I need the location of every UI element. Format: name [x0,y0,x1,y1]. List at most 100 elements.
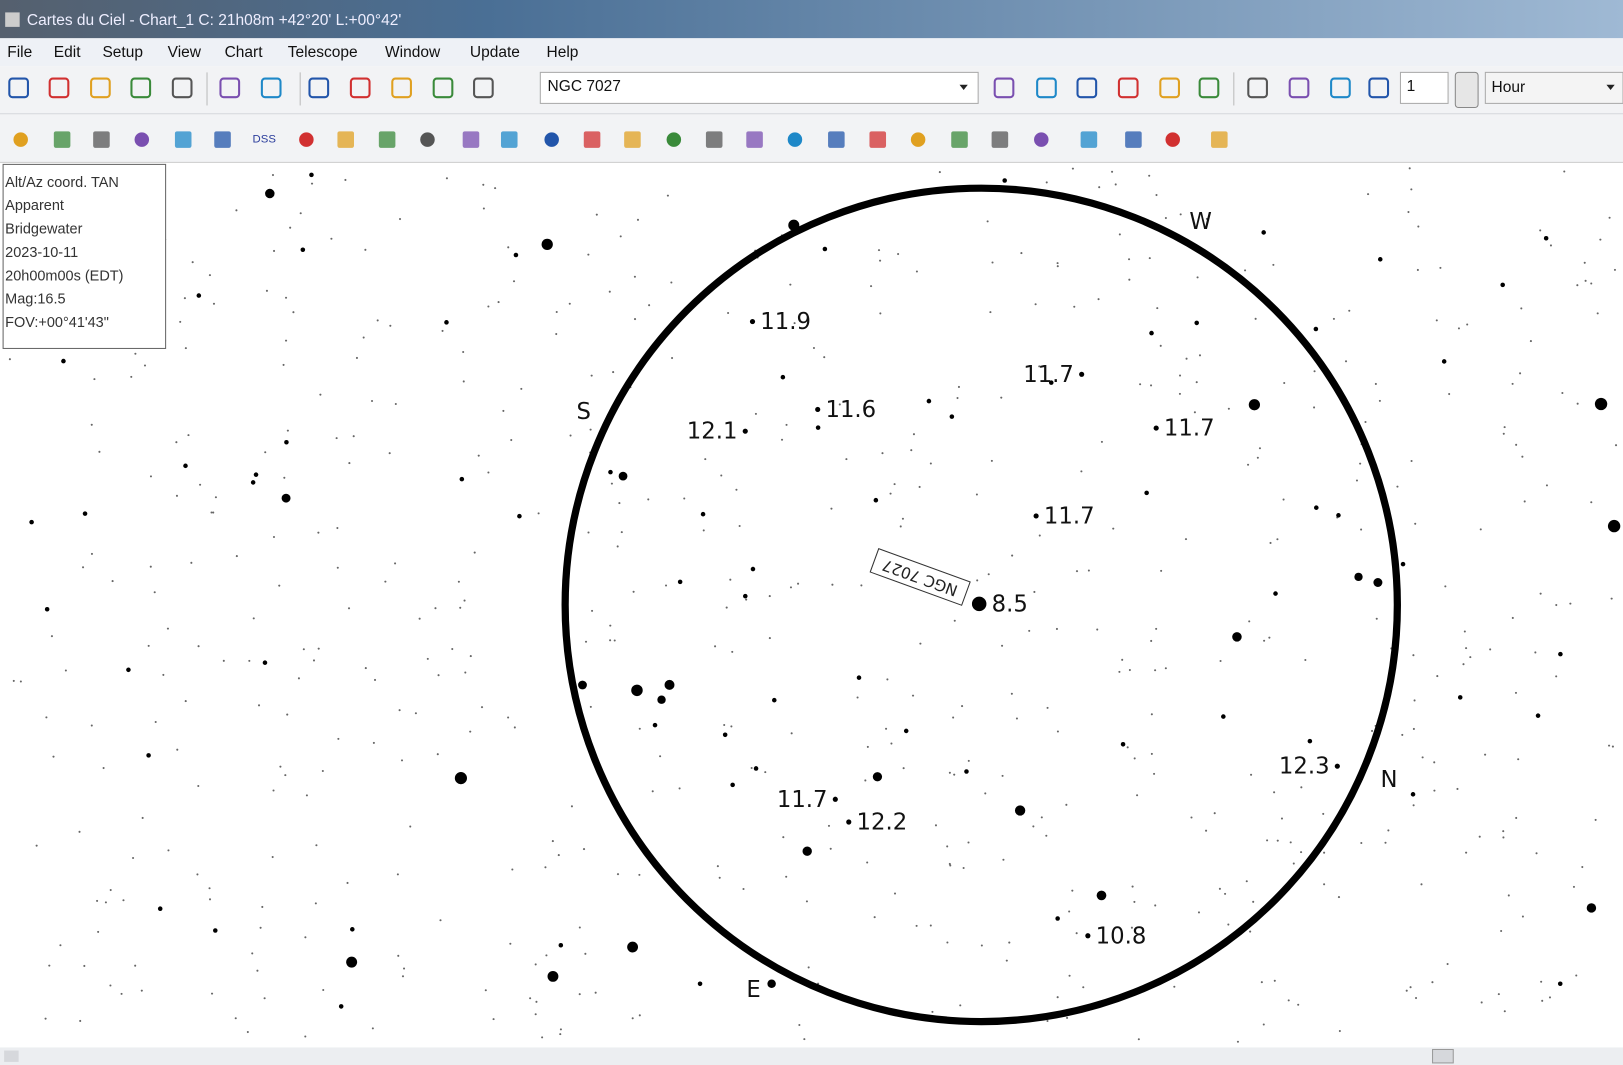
toolbar-button[interactable] [1159,77,1180,99]
star [1033,513,1039,519]
background-star [197,784,200,788]
background-star [1484,753,1487,756]
background-star [683,497,686,500]
toolbar-button[interactable] [500,131,518,148]
scroll-thumb[interactable] [1432,1048,1454,1064]
background-star [166,627,169,630]
background-star [510,439,513,442]
background-star [1408,167,1411,170]
toolbar-button[interactable] [473,77,494,99]
scroll-left[interactable] [4,1050,19,1062]
scrollbar[interactable] [0,1047,1623,1065]
toolbar-button[interactable] [951,131,968,148]
menu-item[interactable]: Chart [225,44,264,61]
toolbar-button[interactable] [1125,131,1142,148]
toolbar-button[interactable] [991,131,1009,148]
toolbar-button[interactable] [1198,77,1220,99]
unit-box[interactable] [1484,71,1623,104]
toolbar-button[interactable] [134,132,150,147]
toolbar-button[interactable] [993,77,1015,99]
menu-item[interactable]: File [7,44,32,61]
toolbar-button[interactable] [420,132,435,147]
menu-item[interactable]: Telescope [288,44,358,61]
toolbar-button[interactable] [337,131,354,148]
toolbar-button[interactable] [705,131,723,148]
toolbar-button[interactable] [8,77,29,99]
dropdown-arrow[interactable] [959,84,968,90]
background-star [1384,841,1387,844]
menu-item[interactable]: Window [385,44,441,61]
toolbar-button[interactable] [583,131,601,148]
toolbar-button[interactable] [260,77,282,99]
toolbar-button[interactable] [1330,77,1351,99]
dropdown-arrow[interactable] [1606,84,1615,90]
search-box[interactable] [539,71,979,104]
toolbar-button[interactable] [1288,77,1310,99]
search-text[interactable]: NGC 7027 [548,78,621,95]
toolbar-button[interactable] [53,131,71,148]
toolbar-button[interactable] [432,77,454,99]
background-star [299,212,302,215]
background-star [879,312,882,315]
toolbar-button[interactable] [746,131,763,148]
background-star [147,644,150,647]
toolbar-button[interactable] [171,77,193,99]
toolbar-button[interactable] [13,132,28,147]
toolbar-button[interactable] [1076,77,1098,99]
toolbar-button[interactable] [299,132,314,147]
toolbar-button[interactable] [378,131,396,148]
menu-item[interactable]: Update [470,44,520,61]
toolbar-button[interactable] [1036,77,1057,99]
toolbar-button[interactable] [1211,131,1228,148]
toolbar-button[interactable] [90,77,111,99]
background-star [785,875,788,878]
background-star [671,357,674,360]
background-star [1545,484,1548,487]
step-text[interactable]: 1 [1407,78,1416,95]
background-star [263,997,266,1000]
menu-item[interactable]: Help [547,44,579,61]
toolbar-button[interactable] [869,131,887,148]
toolbar-button[interactable] [174,131,192,148]
menu-item[interactable]: View [168,44,202,61]
toolbar-button[interactable] [93,131,110,148]
background-star [1469,656,1472,659]
background-star [1164,216,1167,220]
background-star [1396,485,1399,488]
background-star [513,252,519,258]
toolbar-button[interactable] [1368,77,1390,99]
toolbar-button[interactable] [1117,77,1139,99]
toolbar-button[interactable] [219,77,241,99]
background-star [1218,887,1221,890]
menu-item[interactable]: Edit [54,44,81,61]
toolbar-button[interactable] [308,77,330,99]
toolbar-button[interactable] [391,77,412,99]
toolbar-button[interactable] [130,77,152,99]
toolbar-button[interactable] [48,77,70,99]
background-star [729,578,732,581]
toolbar-button[interactable] [1247,77,1268,99]
toolbar-button[interactable] [544,132,559,147]
toolbar-button[interactable] [666,132,682,147]
toolbar-button[interactable] [624,131,641,148]
toolbar-button[interactable] [910,132,926,147]
step-box[interactable] [1399,71,1449,104]
background-star [1479,528,1482,531]
background-star [437,674,440,677]
toolbar-button[interactable] [349,77,371,99]
toolbar-button[interactable] [1165,132,1180,147]
spin-button[interactable] [1454,71,1479,109]
toolbar-button[interactable] [1080,131,1098,148]
background-star [789,283,792,286]
menu-item[interactable]: Setup [102,44,143,61]
toolbar-button[interactable] [787,132,803,147]
unit-text[interactable]: Hour [1492,79,1526,96]
toolbar-button[interactable] [1034,132,1049,147]
dss-button[interactable]: DSS [253,134,277,146]
toolbar-button[interactable] [828,131,845,148]
toolbar-button[interactable] [214,131,231,148]
toolbar-button[interactable] [462,131,480,148]
background-star [259,926,262,929]
info-line: Alt/Az coord. TAN [5,175,119,191]
